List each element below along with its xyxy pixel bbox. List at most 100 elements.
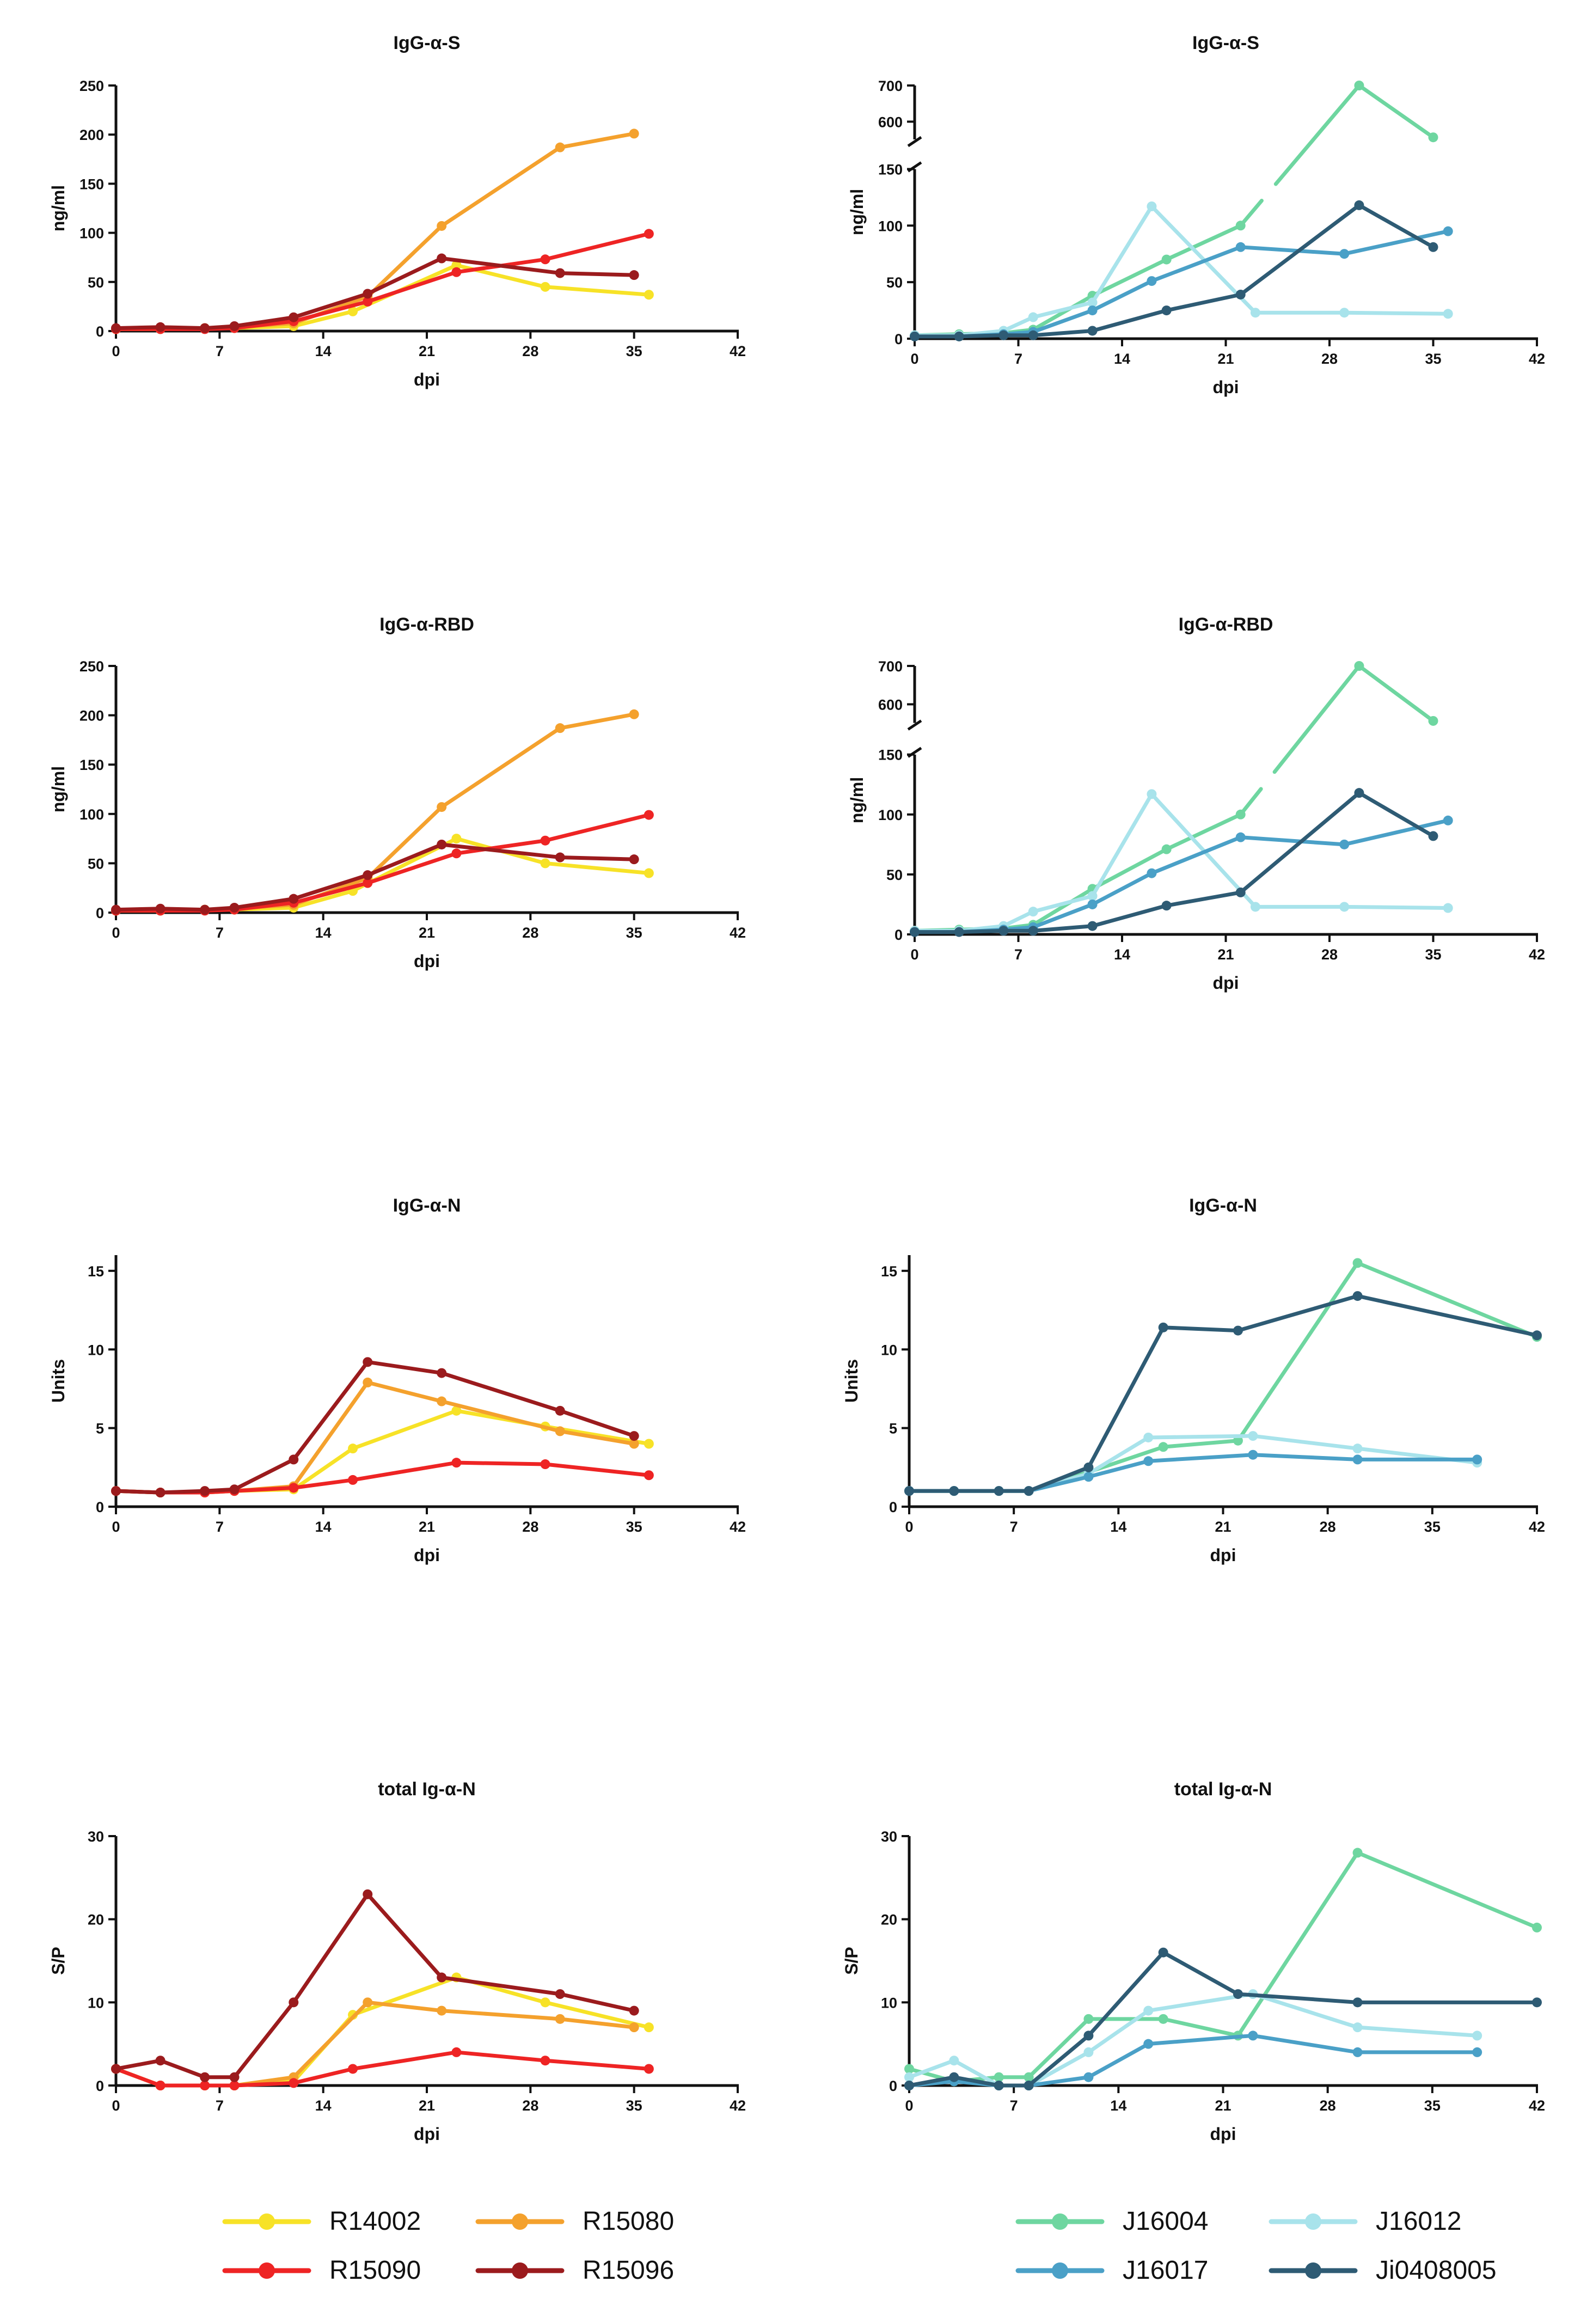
x-tick-label: 14 xyxy=(1110,2097,1126,2114)
series-segment xyxy=(957,928,1006,934)
x-tick-label: 14 xyxy=(1110,1519,1126,1535)
data-point xyxy=(451,834,462,844)
x-tick-label: 35 xyxy=(1424,2097,1441,2114)
x-tick-label: 42 xyxy=(730,1519,746,1535)
data-point xyxy=(200,2072,210,2082)
series-segment xyxy=(1342,818,1450,847)
x-tick-label: 7 xyxy=(216,343,224,359)
y-tick-label: 0 xyxy=(894,927,903,943)
y-tick-label: 0 xyxy=(889,1499,897,1515)
data-point xyxy=(1354,200,1364,210)
series-segment xyxy=(558,131,636,150)
data-point xyxy=(289,2078,299,2088)
y-tick-label: 5 xyxy=(96,1421,104,1437)
series-segment xyxy=(1239,245,1346,256)
series-segment xyxy=(232,897,296,910)
data-point xyxy=(437,2005,447,2016)
data-point xyxy=(1143,1456,1154,1466)
data-point xyxy=(1087,891,1098,901)
data-point xyxy=(229,902,240,913)
data-point xyxy=(904,1486,914,1496)
chart-title: IgG-α-N xyxy=(1189,1195,1257,1216)
series-segment xyxy=(1027,2033,1090,2088)
series-segment xyxy=(558,2017,636,2029)
x-tick-label: 28 xyxy=(522,343,538,359)
legend-item-J16012: J16012 xyxy=(1267,2200,1506,2243)
series-segment xyxy=(1251,1434,1360,1451)
data-point xyxy=(1147,789,1157,799)
x-tick-label: 28 xyxy=(1321,351,1338,367)
series-segment xyxy=(439,256,562,276)
series-segment xyxy=(351,1976,458,2017)
data-point xyxy=(1235,887,1246,897)
data-point xyxy=(1087,297,1098,308)
data-point xyxy=(289,1483,299,1493)
series-segment xyxy=(1165,812,1243,852)
data-point xyxy=(1248,2031,1258,2041)
data-point xyxy=(998,926,1009,936)
data-point xyxy=(437,802,447,812)
chart-s-right: IgG-α-S 0 7 14 21 28 35 42 0 50 100 150 600 700 dpi ng/… xyxy=(847,33,1545,397)
x-tick-label: 0 xyxy=(905,2097,913,2114)
data-point xyxy=(1083,1472,1094,1482)
data-point xyxy=(1083,2072,1094,2082)
data-point xyxy=(1352,2047,1363,2057)
data-point xyxy=(451,2047,462,2057)
series-segment xyxy=(1031,328,1095,338)
series-segment xyxy=(1357,664,1435,723)
y-tick-label: 150 xyxy=(79,757,104,773)
data-point xyxy=(644,2022,654,2033)
series-segment xyxy=(1086,2042,1150,2080)
data-point xyxy=(437,221,447,231)
chart-tot-left: total Ig-α-N 0 7 14 21 28 35 42 0 10 20 30 dpi S/P xyxy=(48,1779,746,2144)
x-tick-label: 28 xyxy=(1320,1519,1336,1535)
series-segment xyxy=(365,1360,444,1375)
series-R15080 xyxy=(111,1997,639,2090)
x-tick-label: 0 xyxy=(905,1519,913,1535)
data-point xyxy=(1250,902,1260,912)
data-point xyxy=(363,289,373,299)
data-point xyxy=(437,253,447,264)
series-segment xyxy=(558,855,636,861)
series-J16012 xyxy=(904,1431,1482,1496)
data-point xyxy=(437,1396,447,1406)
x-tick-label: 21 xyxy=(419,2097,435,2114)
legend-item-J16017: J16017 xyxy=(1014,2249,1253,2292)
y-tick-label: 50 xyxy=(886,867,903,883)
y-tick-label: 50 xyxy=(88,855,104,872)
data-point xyxy=(1233,1435,1243,1446)
series-R15096 xyxy=(111,253,639,333)
series-J16004 xyxy=(910,81,1438,340)
data-point xyxy=(1472,2047,1482,2057)
data-point xyxy=(1354,661,1364,671)
chart-title: total Ig-α-N xyxy=(1174,1779,1272,1800)
series-segment xyxy=(291,1478,355,1490)
series-segment xyxy=(1031,308,1095,334)
legend-swatch xyxy=(1269,2213,1358,2230)
data-point xyxy=(555,1405,565,1416)
series-segment xyxy=(291,1360,370,1461)
data-point xyxy=(1352,2022,1363,2033)
legend-item-J16004: J16004 xyxy=(1014,2200,1253,2243)
data-point xyxy=(289,1997,299,2008)
data-point xyxy=(437,1972,447,1983)
series-segment xyxy=(1236,1992,1360,2004)
y-tick-label: 600 xyxy=(878,696,903,713)
data-point xyxy=(437,1368,447,1378)
x-axis-label: dpi xyxy=(414,2124,440,2144)
data-point xyxy=(1087,326,1098,336)
legend-item-R15090: R15090 xyxy=(220,2249,460,2292)
data-point xyxy=(1024,2081,1034,2090)
series-segment xyxy=(1251,1992,1360,2029)
data-point xyxy=(644,290,654,300)
series-segment xyxy=(365,2000,444,2013)
data-point xyxy=(1158,1322,1168,1332)
data-point xyxy=(1443,226,1453,236)
series-segment xyxy=(158,325,207,331)
series-segment xyxy=(454,2050,548,2063)
data-point xyxy=(1532,1997,1542,2008)
data-point xyxy=(1352,1258,1363,1268)
data-point xyxy=(200,323,210,333)
y-tick-label: 30 xyxy=(88,1828,104,1845)
series-R15096 xyxy=(111,839,639,915)
